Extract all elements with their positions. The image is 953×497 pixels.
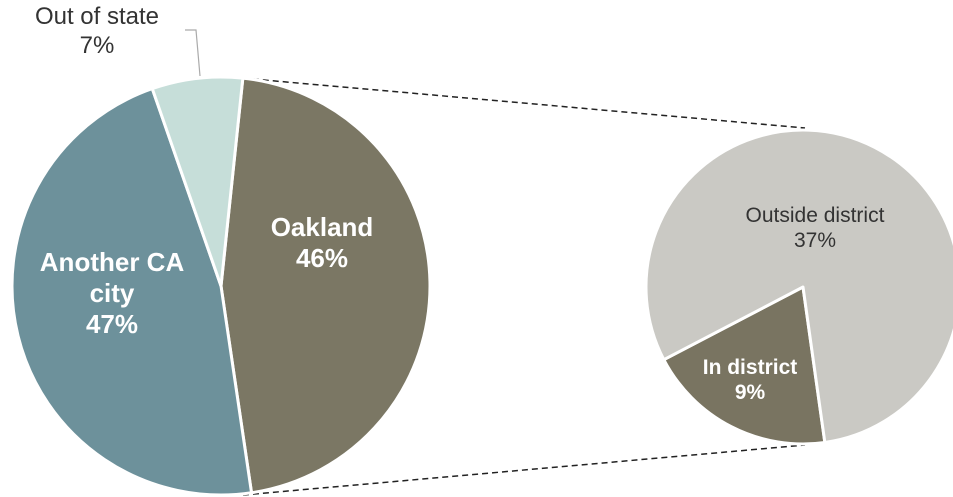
slice-name: Out of state xyxy=(34,3,160,30)
slice-value: 47% xyxy=(85,309,139,340)
pie-slice xyxy=(644,128,953,444)
slice-name: In district xyxy=(702,356,798,379)
slice-name: Oakland xyxy=(270,212,374,242)
pie-slice xyxy=(662,285,827,446)
slice-value: 46% xyxy=(295,243,349,274)
slice-name: Another CA city xyxy=(39,247,185,309)
slice-label: Another CA city 47% xyxy=(25,247,200,341)
slice-value: 37% xyxy=(793,229,837,253)
slice-name: Outside district xyxy=(745,204,885,227)
leader-line xyxy=(185,29,201,77)
slice-label: Out of state 7% xyxy=(0,3,197,61)
pie-slice xyxy=(10,87,254,497)
connector xyxy=(242,444,806,496)
slice-label: In district 9% xyxy=(680,355,820,405)
pie-slice xyxy=(150,75,245,288)
slice-value: 9% xyxy=(734,381,766,405)
slice-label: Outside district 37% xyxy=(705,203,925,253)
pie-slice xyxy=(219,76,432,495)
connector xyxy=(242,77,806,129)
slice-value: 7% xyxy=(79,31,115,59)
slice-label: Oakland 46% xyxy=(242,212,402,274)
